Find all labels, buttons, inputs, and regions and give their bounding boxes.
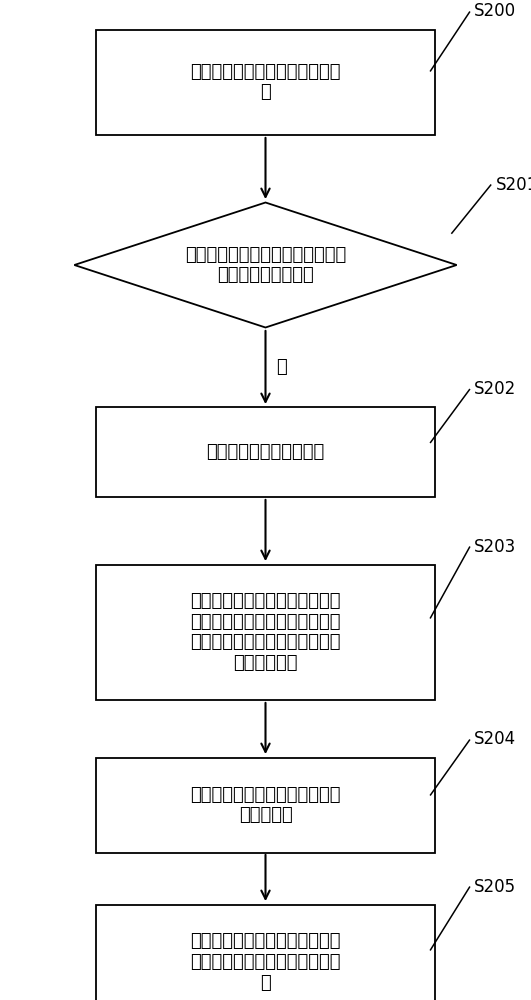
Polygon shape [74, 202, 457, 328]
FancyBboxPatch shape [96, 758, 435, 852]
Text: S200: S200 [474, 2, 516, 20]
Text: S201: S201 [495, 176, 531, 194]
Text: 判断所述当前所处网络的网络类型
是否预置的网络类型: 判断所述当前所处网络的网络类型 是否预置的网络类型 [185, 246, 346, 284]
Text: S205: S205 [474, 878, 516, 896]
Text: S202: S202 [474, 380, 517, 398]
Text: S204: S204 [474, 730, 516, 748]
FancyBboxPatch shape [96, 29, 435, 134]
FancyBboxPatch shape [96, 564, 435, 700]
FancyBboxPatch shape [96, 904, 435, 1000]
Text: 是: 是 [276, 358, 287, 376]
Text: 根据所述用户的视频偏好记录从
所述视频播放列表中获取与所述
用户的视频偏好记录匹配的第一
视频文件信息: 根据所述用户的视频偏好记录从 所述视频播放列表中获取与所述 用户的视频偏好记录匹… [190, 592, 341, 672]
Text: S203: S203 [474, 538, 517, 556]
Text: 下载所述第一视频文件信息对应
的视频文件: 下载所述第一视频文件信息对应 的视频文件 [190, 786, 341, 824]
Text: 当接收到视频播放请求时，播放
所述视频播放请求选中的视频文
件: 当接收到视频播放请求时，播放 所述视频播放请求选中的视频文 件 [190, 932, 341, 992]
FancyBboxPatch shape [96, 407, 435, 497]
Text: 检测终端当前所处网络的网络类
型: 检测终端当前所处网络的网络类 型 [190, 63, 341, 101]
Text: 获取用户的视频偏好记录: 获取用户的视频偏好记录 [207, 443, 324, 461]
